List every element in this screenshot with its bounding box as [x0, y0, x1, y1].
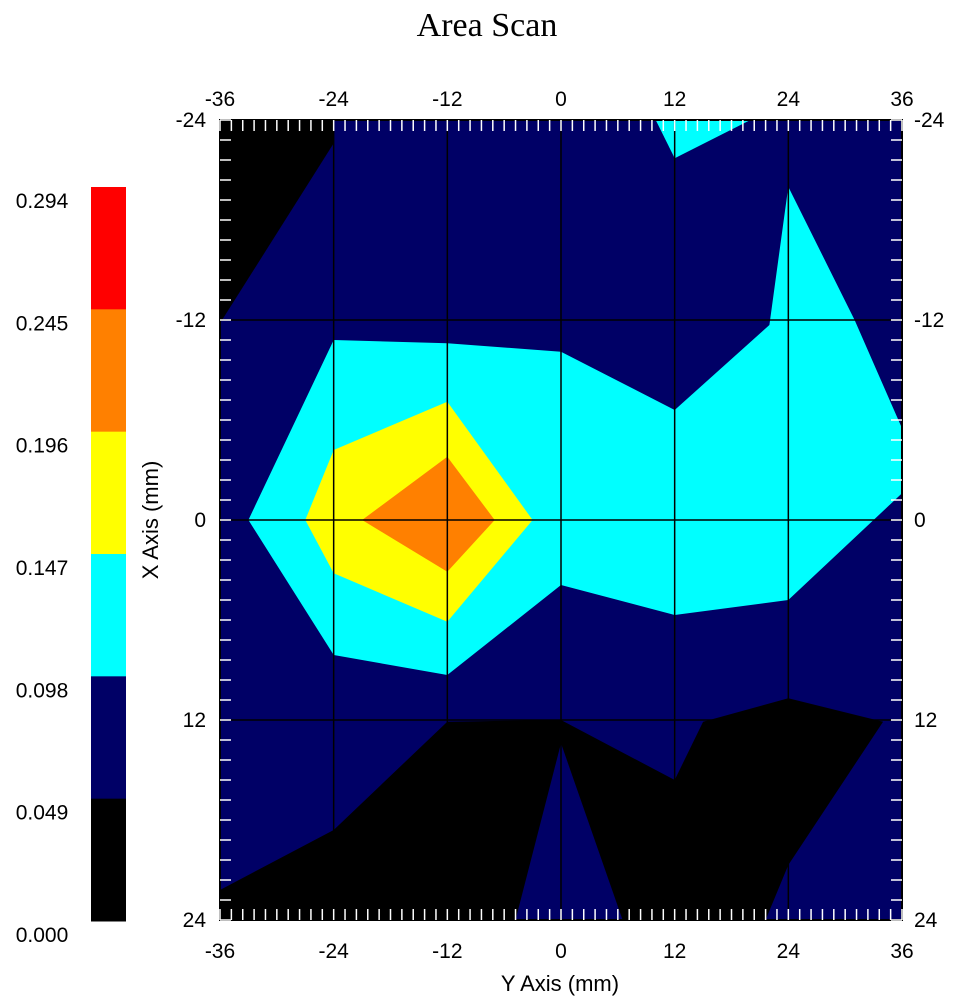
colorbar-label: 0.245	[16, 312, 69, 335]
y-tick-label-left: -24	[176, 109, 207, 132]
y-tick-label-right: 12	[914, 709, 937, 732]
x-tick-label-top: -36	[205, 88, 235, 111]
colorbar-label: 0.294	[16, 190, 69, 213]
colorbar-label: 0.049	[16, 802, 69, 825]
chart-title: Area Scan	[417, 7, 558, 44]
colorbar-label: 0.000	[16, 924, 69, 947]
x-tick-label-bottom: -36	[205, 940, 235, 963]
colorbar-label: 0.147	[16, 557, 69, 580]
colorbar-band	[91, 309, 126, 433]
y-tick-label-left: 0	[194, 509, 206, 532]
x-tick-label-bottom: 12	[663, 940, 686, 963]
y-tick-label-left: 12	[183, 709, 206, 732]
colorbar-band	[91, 676, 126, 800]
y-tick-label-left: -12	[176, 309, 206, 332]
colorbar-band	[91, 431, 126, 555]
y-tick-label-right: 0	[914, 509, 926, 532]
contour-region-5	[220, 698, 884, 920]
minor-ticks	[219, 119, 903, 921]
contour-region-1	[655, 120, 751, 159]
contour-region-4	[362, 456, 495, 572]
x-tick-label-top: -24	[318, 88, 349, 111]
contour-region-0	[220, 120, 334, 324]
x-tick-label-top: 24	[777, 88, 801, 111]
x-tick-label-top: 12	[663, 88, 686, 111]
y-axis-label: X Axis (mm)	[138, 461, 163, 580]
y-tick-label-left: 24	[183, 909, 207, 932]
x-tick-label-bottom: 36	[890, 940, 913, 963]
colorbar-band	[91, 187, 126, 310]
x-tick-label-top: 0	[555, 88, 567, 111]
x-tick-label-bottom: 0	[555, 940, 567, 963]
y-tick-label-right: -12	[914, 309, 944, 332]
x-axis-label: Y Axis (mm)	[501, 971, 619, 996]
x-tick-label-top: -12	[432, 88, 462, 111]
x-tick-label-top: 36	[890, 88, 913, 111]
x-tick-label-bottom: -12	[432, 940, 462, 963]
colorbar-band	[91, 798, 126, 922]
y-tick-label-right: -24	[914, 109, 945, 132]
x-tick-label-bottom: 24	[777, 940, 801, 963]
colorbar-legend: 0.294 0.245 0.196 0.147 0.098 0.049 0.000	[16, 187, 126, 947]
y-tick-label-right: 24	[914, 909, 938, 932]
x-tick-label-bottom: -24	[318, 940, 349, 963]
colorbar-band	[91, 554, 126, 677]
colorbar-label: 0.196	[16, 435, 69, 458]
colorbar-label: 0.098	[16, 679, 69, 702]
